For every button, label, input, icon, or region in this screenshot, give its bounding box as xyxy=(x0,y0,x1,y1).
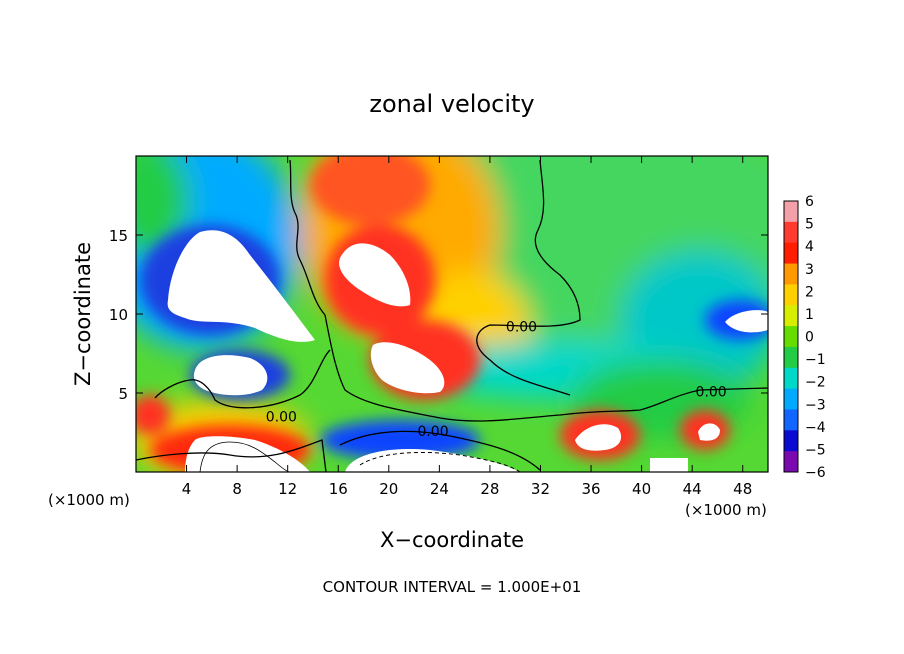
colorbar-label: 4 xyxy=(805,239,814,255)
colorbar-label: 0 xyxy=(805,330,814,346)
colorbar-label: 2 xyxy=(805,284,814,300)
colorbar-label: −5 xyxy=(805,442,826,458)
colorbar-swatch xyxy=(784,367,798,390)
colorbar-label: −3 xyxy=(805,397,826,413)
colorbar-swatch xyxy=(784,346,798,369)
chart-title: zonal velocity xyxy=(369,90,534,118)
x-tick-label: 36 xyxy=(581,480,600,498)
contour-label: 0.00 xyxy=(266,410,297,426)
x-tick-label: 12 xyxy=(278,480,297,498)
x-tick-label: 32 xyxy=(531,480,550,498)
colorbar-label: −4 xyxy=(805,420,826,436)
colorbar-swatch xyxy=(784,451,798,473)
colorbar-swatch xyxy=(784,326,798,348)
colorbar-label: 3 xyxy=(805,262,814,278)
colorbar-swatch xyxy=(784,430,798,452)
colorbar-label: 1 xyxy=(805,307,814,323)
colorbar: 6 5 4 3 2 1 0 −1 −2 −3 −4 −5 −6 xyxy=(783,194,826,481)
x-tick-label: 16 xyxy=(329,480,348,498)
x-tick-label: 44 xyxy=(683,480,702,498)
x-tick-label: 24 xyxy=(430,480,449,498)
x-tick-label: 4 xyxy=(182,480,192,498)
x-unit-right: (×1000 m) xyxy=(685,501,767,519)
colorbar-swatch xyxy=(784,221,798,244)
x-tick-label: 8 xyxy=(232,480,242,498)
colorbar-swatch xyxy=(784,242,798,265)
colorbar-label: −2 xyxy=(805,375,826,391)
y-tick-label: 5 xyxy=(118,385,128,403)
x-tick-label: 48 xyxy=(733,480,752,498)
x-tick-label: 20 xyxy=(379,480,398,498)
x-axis-ticks: 4 8 12 16 20 24 28 32 36 40 44 48 xyxy=(182,156,752,498)
x-tick-label: 40 xyxy=(632,480,651,498)
colorbar-swatch xyxy=(784,284,798,306)
colorbar-swatch xyxy=(784,388,798,410)
colorbar-swatch xyxy=(784,263,798,285)
colorbar-swatch xyxy=(784,201,798,223)
y-tick-label: 10 xyxy=(109,306,128,324)
colorbar-label: −1 xyxy=(805,352,826,368)
y-tick-label: 15 xyxy=(109,227,128,245)
contour-label: 0.00 xyxy=(417,424,448,440)
colorbar-swatch xyxy=(784,305,798,327)
y-axis-label: Z−coordinate xyxy=(71,242,95,386)
contour-label: 0.00 xyxy=(506,320,537,336)
colorbar-label: 5 xyxy=(805,217,814,233)
heatmap-field xyxy=(136,156,768,472)
contour-label: 0.00 xyxy=(696,384,727,400)
x-tick-label: 28 xyxy=(480,480,499,498)
colorbar-label: 6 xyxy=(805,194,814,210)
y-axis-ticks: 5 10 15 xyxy=(109,227,768,403)
x-axis-label: X−coordinate xyxy=(380,528,524,552)
colorbar-label: −6 xyxy=(805,465,826,481)
colorbar-frame xyxy=(783,200,799,473)
colorbar-swatch xyxy=(784,409,798,431)
contour-labels: 0.00 0.00 0.00 0.00 xyxy=(266,320,727,440)
contour-interval-note: CONTOUR INTERVAL = 1.000E+01 xyxy=(323,578,582,596)
x-unit-left: (×1000 m) xyxy=(48,491,130,509)
